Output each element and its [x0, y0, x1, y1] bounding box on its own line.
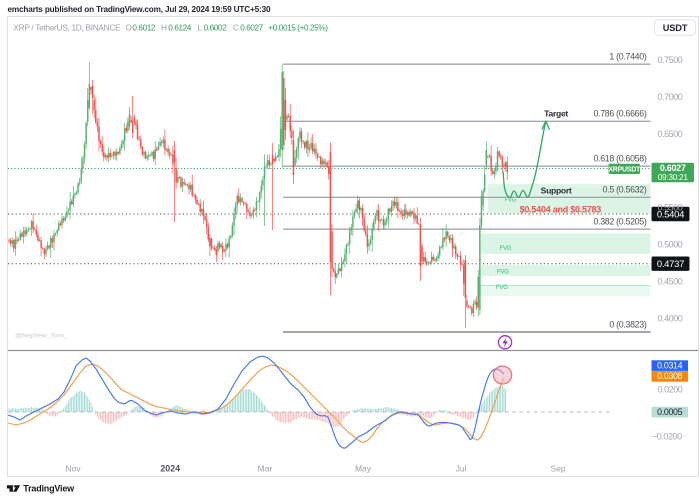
svg-text:Mar: Mar [258, 464, 273, 474]
svg-text:O: O [126, 24, 132, 33]
svg-text:FVG: FVG [505, 198, 517, 204]
svg-text:0.6500: 0.6500 [658, 129, 683, 139]
svg-text:0.382 (0.5205): 0.382 (0.5205) [593, 217, 646, 227]
svg-text:FVG: FVG [497, 269, 509, 275]
svg-text:FVG: FVG [500, 246, 512, 252]
svg-text:Support: Support [541, 185, 572, 195]
svg-text:0.5000: 0.5000 [658, 240, 683, 250]
svg-text:@Nephew_Sxm_: @Nephew_Sxm_ [15, 332, 68, 339]
svg-text:0 (0.3823): 0 (0.3823) [609, 319, 646, 329]
svg-text:Nov: Nov [65, 464, 81, 474]
svg-text:0.618 (0.6058): 0.618 (0.6058) [593, 154, 646, 164]
svg-text:0.0314: 0.0314 [657, 360, 683, 370]
svg-text:0.0005: 0.0005 [657, 407, 683, 417]
svg-text:emcharts published on TradingV: emcharts published on TradingView.com, J… [8, 5, 271, 14]
svg-text:0.786 (0.6666): 0.786 (0.6666) [593, 109, 646, 119]
svg-text:+0.0015 (+0.25%): +0.0015 (+0.25%) [268, 24, 328, 33]
svg-text:0.5 (0.5632): 0.5 (0.5632) [603, 185, 647, 195]
svg-text:0.4000: 0.4000 [658, 314, 683, 324]
svg-text:USDT: USDT [663, 23, 688, 33]
svg-text:0.5500: 0.5500 [658, 203, 683, 213]
svg-text:0.4737: 0.4737 [657, 259, 684, 270]
svg-text:C: C [233, 24, 239, 33]
svg-text:0.5404: 0.5404 [657, 210, 684, 221]
svg-text:Target: Target [544, 109, 568, 119]
svg-text:0.7000: 0.7000 [658, 92, 683, 102]
svg-text:2024: 2024 [160, 464, 180, 474]
svg-text:0.6027: 0.6027 [660, 163, 686, 173]
svg-text:L: L [198, 24, 203, 33]
svg-text:0.4500: 0.4500 [658, 276, 683, 286]
svg-text:XRP / TetherUS, 1D, BINANCE: XRP / TetherUS, 1D, BINANCE [13, 23, 121, 33]
svg-text:0.0308: 0.0308 [657, 371, 683, 381]
svg-text:0.6002: 0.6002 [204, 24, 227, 33]
svg-text:0.6027: 0.6027 [240, 24, 263, 33]
svg-text:Sep: Sep [550, 464, 565, 474]
svg-text:H: H [161, 24, 167, 33]
svg-text:09:30:21: 09:30:21 [658, 172, 689, 182]
svg-text:−0.0200: −0.0200 [652, 431, 682, 441]
svg-text:$0.5404 and $0.5783: $0.5404 and $0.5783 [520, 205, 602, 215]
svg-text:0.7500: 0.7500 [658, 55, 683, 65]
svg-text:XRPUSDT: XRPUSDT [608, 166, 641, 173]
svg-text:0.0200: 0.0200 [658, 385, 683, 395]
svg-text:FVG: FVG [496, 285, 508, 291]
svg-text:1 (0.7440): 1 (0.7440) [609, 52, 646, 62]
svg-text:0.6124: 0.6124 [168, 24, 191, 33]
svg-text:May: May [355, 464, 372, 474]
svg-text:0.6012: 0.6012 [132, 24, 155, 33]
svg-text:TradingView: TradingView [23, 484, 75, 494]
svg-text:Jul: Jul [456, 464, 467, 474]
